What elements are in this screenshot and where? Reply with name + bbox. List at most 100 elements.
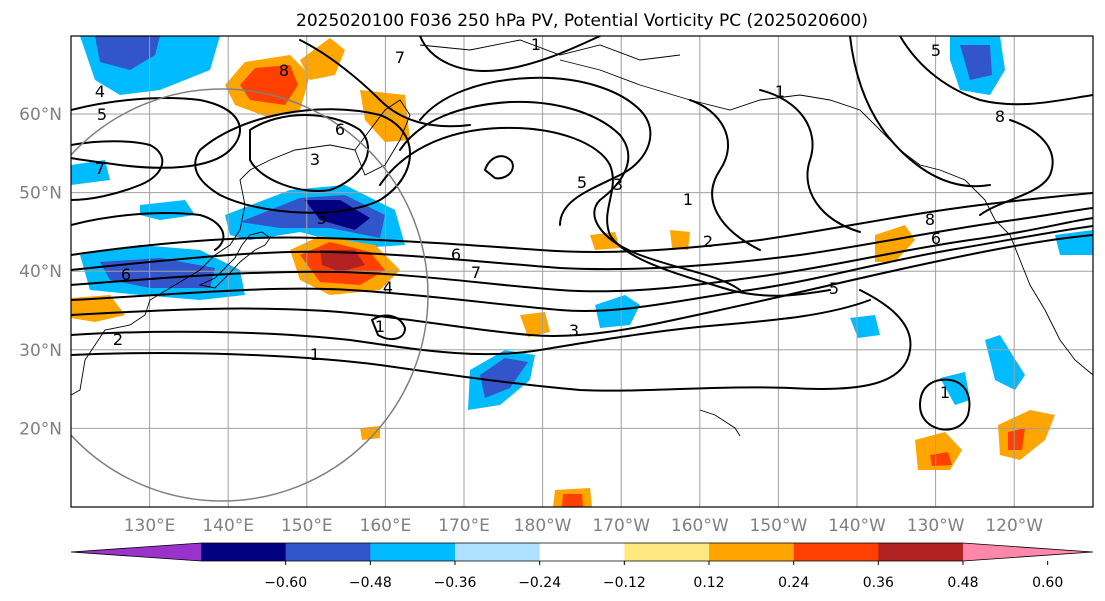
chart-title: 2025020100 F036 250 hPa PV, Potential Vo… — [296, 11, 868, 31]
pv-contour-3 — [71, 234, 1093, 337]
colorbar-extend-low — [71, 543, 201, 561]
colorbar-label: 0.12 — [693, 575, 724, 591]
shade-neg-core — [480, 358, 528, 398]
colorbar-swatch — [285, 543, 371, 561]
contour-label: 3 — [310, 150, 320, 169]
colorbar-label: −0.60 — [264, 575, 307, 591]
colorbar-swatch — [793, 543, 879, 561]
longitude-label: 130°W — [907, 516, 965, 536]
colorbar-label: −0.48 — [349, 575, 392, 591]
longitude-label: 120°W — [985, 516, 1043, 536]
shade-pos-region — [670, 230, 690, 250]
colorbar-swatch — [201, 543, 287, 561]
pv-contour-south-1 — [371, 314, 406, 341]
contour-label: 1 — [375, 317, 385, 336]
shade-neg-region — [595, 295, 640, 328]
pv-contour-ne-3 — [979, 119, 1054, 216]
contour-label: 7 — [395, 48, 405, 67]
colorbar-label: 0.48 — [947, 575, 978, 591]
shade-neg-core — [960, 45, 992, 80]
coastline-north-america — [939, 169, 1093, 376]
colorbar-swatch — [709, 543, 795, 561]
pv-contour-2 — [71, 299, 871, 356]
contour-label: 1 — [310, 345, 320, 364]
shade-neg-core — [305, 200, 370, 230]
pv-contour-bering — [484, 155, 514, 180]
map-panel: 1 1 1 1 1 1 2 2 3 3 3 4 4 5 5 5 5 5 6 6 … — [19, 35, 1094, 536]
shade-pos-region — [360, 426, 380, 440]
contour-label: 6 — [931, 229, 941, 248]
contour-label: 5 — [97, 105, 107, 124]
pv-contour-closed-low — [919, 378, 971, 431]
shade-pos-max — [320, 250, 365, 272]
shade-pos-region — [875, 225, 915, 262]
colorbar-outline — [70, 542, 1094, 562]
coastline-kamchatka — [354, 99, 411, 176]
longitude-label: 150°E — [281, 516, 333, 536]
contour-label: 4 — [95, 82, 105, 101]
contour-label: 5 — [317, 209, 327, 228]
latitude-label: 20°N — [19, 419, 62, 439]
pv-contour-west-3 — [71, 212, 225, 251]
colorbar-swatch — [624, 543, 710, 561]
contour-label: 1 — [531, 35, 541, 54]
contour-labels: 1 1 1 1 1 1 2 2 3 3 3 4 4 5 5 5 5 5 6 6 … — [95, 35, 1005, 402]
latitude-label: 50°N — [19, 184, 62, 204]
contour-label: 7 — [471, 263, 481, 282]
pv-contours — [71, 36, 1093, 431]
pv-shading — [71, 36, 1093, 507]
contour-label: 8 — [925, 210, 935, 229]
pv-contour-4 — [71, 225, 1093, 312]
longitude-label: 170°E — [438, 516, 490, 536]
pv-contour-north-2 — [419, 36, 601, 72]
colorbar-swatch — [539, 543, 625, 561]
contour-label: 2 — [703, 232, 713, 251]
shade-pos-core — [240, 65, 298, 105]
pv-contour-north — [299, 39, 471, 128]
contour-label: 1 — [683, 190, 693, 209]
colorbar-label: −0.36 — [434, 575, 477, 591]
pv-contour-west-1 — [71, 97, 241, 169]
contour-label: 1 — [775, 82, 785, 101]
shade-pos-region — [300, 38, 345, 80]
contour-label: 1 — [940, 383, 950, 402]
longitude-label: 150°W — [750, 516, 808, 536]
longitude-label: 140°W — [828, 516, 886, 536]
pv-contour-upper-2 — [399, 100, 741, 291]
shade-pos-core — [562, 494, 583, 507]
shade-pos-core — [1008, 428, 1025, 450]
longitude-labels: 130°E 140°E 150°E 160°E 170°E 180°W 170°W 160°W… — [124, 516, 1044, 536]
pv-contour-5 — [71, 217, 1093, 293]
contour-label: 3 — [569, 321, 579, 340]
latitude-labels: 60°N 50°N 40°N 30°N 20°N — [19, 105, 62, 439]
colorbar-label: 0.36 — [863, 575, 894, 591]
colorbar-swatch — [370, 543, 456, 561]
colorbar-label: −0.12 — [603, 575, 646, 591]
shade-neg-region — [71, 160, 110, 185]
pv-contour-trough — [249, 114, 370, 192]
longitude-label: 180°W — [514, 516, 572, 536]
contour-label: 8 — [995, 107, 1005, 126]
pv-contour-ridge — [689, 99, 761, 251]
latitude-label: 40°N — [19, 262, 62, 282]
map-frame — [70, 35, 1094, 508]
contour-label: 8 — [279, 61, 289, 80]
colorbar: −0.60 −0.48 −0.36 −0.24 −0.12 0.12 0.24 0.36 0.4… — [70, 542, 1094, 591]
pv-contour-ne — [849, 36, 991, 188]
pv-contour-upper-3 — [379, 126, 831, 297]
pv-contour-1 — [71, 289, 912, 392]
colorbar-label: 0.24 — [778, 575, 809, 591]
contour-label: 5 — [931, 41, 941, 60]
longitude-label: 170°W — [592, 516, 650, 536]
contour-label: 3 — [613, 175, 623, 194]
pv-contour-ridge-2 — [759, 89, 861, 233]
contour-label: 6 — [451, 245, 461, 264]
longitude-label: 160°E — [360, 516, 412, 536]
contour-label: 2 — [113, 330, 123, 349]
colorbar-swatch — [455, 543, 541, 561]
contour-label: 4 — [383, 278, 393, 297]
coastline-japan — [198, 231, 271, 289]
contour-label: 6 — [335, 120, 345, 139]
coastline-asia — [71, 144, 356, 396]
